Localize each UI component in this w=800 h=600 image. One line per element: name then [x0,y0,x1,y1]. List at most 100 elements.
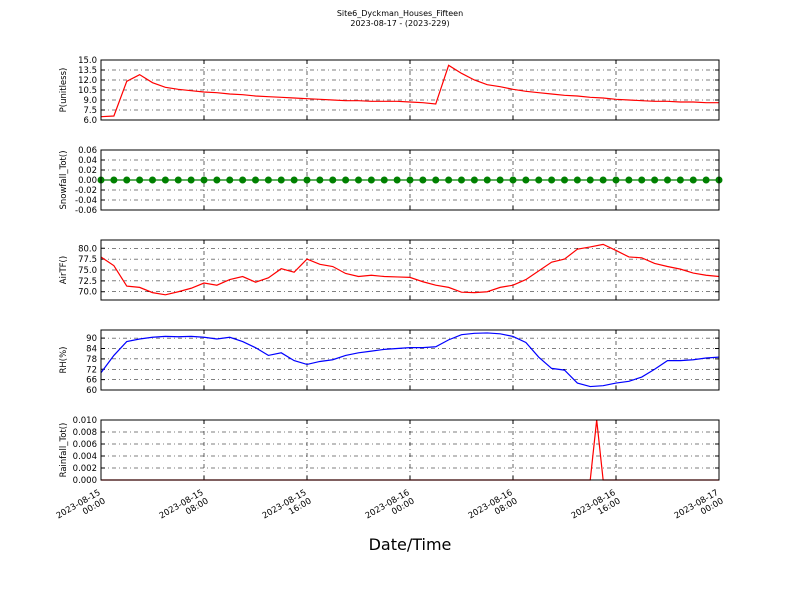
data-point [702,176,710,184]
data-point [290,176,298,184]
y-axis-label: Rainfall_Tot() [59,423,69,478]
y-tick-label: 84 [86,345,97,355]
plot-frame [100,59,720,121]
y-tick-label: 13.5 [78,66,97,76]
data-point [342,176,350,184]
data-point [174,176,182,184]
y-tick-label: 10.5 [78,86,97,96]
data-point [329,176,337,184]
plot-frame [100,239,720,301]
y-tick-label: 60 [86,386,97,396]
x-tick-label: 2023-08-1600:00 [364,488,417,530]
y-tick-label: 0.00 [78,176,97,186]
data-point [380,176,388,184]
data-point [586,176,594,184]
data-point [303,176,311,184]
data-point [522,176,530,184]
y-tick-label: 0.000 [73,476,97,486]
data-point [200,176,208,184]
data-point [664,176,671,184]
y-tick-label: -0.06 [75,206,97,216]
x-tick-label: 2023-08-1700:00 [673,488,726,530]
y-tick-label: 70.0 [78,288,97,298]
data-point [149,176,156,184]
title: Site6_Dyckman_Houses_Fifteen [337,9,463,18]
x-tick-label: 2023-08-1616:00 [570,488,623,530]
y-tick-label: 12.0 [78,76,97,86]
y-tick-label: 0.006 [73,440,97,450]
data-point [367,176,375,184]
data-point [573,176,581,184]
data-point [264,176,272,184]
data-point [355,176,362,184]
data-point [509,176,517,184]
data-point [625,176,633,184]
data-point [419,176,427,184]
y-tick-label: 15.0 [78,56,97,66]
data-point [458,176,465,184]
data-point [123,176,131,184]
data-line [100,243,720,296]
data-point [445,176,453,184]
data-point [226,176,234,184]
y-tick-label: 78 [86,355,97,365]
y-axis-label: RH(%) [59,346,69,373]
y-tick-label: 0.02 [78,166,97,176]
y-axis-label: Snowfall_Tot() [59,150,69,209]
data-point [548,176,556,184]
data-point [161,176,169,184]
data-line [100,64,719,118]
data-point [651,176,659,184]
data-point [689,176,697,184]
plot-frame [100,149,720,211]
x-tick-label: 2023-08-1500:00 [55,488,108,530]
data-point [406,176,414,184]
data-point [483,176,491,184]
plot-frame [100,419,720,481]
data-point [535,176,543,184]
y-tick-label: 6.0 [83,116,97,126]
data-line [100,332,720,388]
y-tick-label: 0.04 [78,156,97,166]
y-tick-label: 90 [86,334,97,344]
data-point [470,176,478,184]
data-point [213,176,221,184]
y-tick-label: 0.010 [73,416,97,426]
data-point [110,176,118,184]
data-point [561,176,568,184]
data-point [136,176,144,184]
data-point [187,176,195,184]
data-point [432,176,440,184]
y-tick-label: 80.0 [78,244,97,254]
data-point [496,176,504,184]
data-point [638,176,646,184]
y-tick-label: 0.06 [78,146,97,156]
x-tick-label: 2023-08-1516:00 [261,488,314,530]
y-tick-label: 0.002 [73,464,97,474]
y-tick-label: 77.5 [78,255,97,265]
data-point [612,176,620,184]
y-tick-label: 75.0 [78,266,97,276]
y-tick-label: 0.008 [73,428,97,438]
y-tick-label: 72 [86,365,97,375]
x-tick-label: 2023-08-1608:00 [467,488,520,530]
data-point [316,176,324,184]
data-point [277,176,285,184]
y-tick-label: -0.04 [75,196,97,206]
data-point [239,176,247,184]
y-tick-label: -0.02 [75,186,97,196]
x-axis-label: Date/Time [369,535,452,554]
plot-frame [100,329,720,391]
y-tick-label: 0.004 [73,452,97,462]
data-point [599,176,607,184]
data-point [676,176,684,184]
x-tick-label: 2023-08-1508:00 [158,488,211,530]
y-tick-label: 72.5 [78,277,97,287]
data-point [252,176,259,184]
subtitle: 2023-08-17 - (2023-229) [350,19,449,28]
y-axis-label: AirTF() [59,256,69,284]
y-tick-label: 7.5 [83,106,97,116]
y-tick-label: 66 [86,376,97,386]
